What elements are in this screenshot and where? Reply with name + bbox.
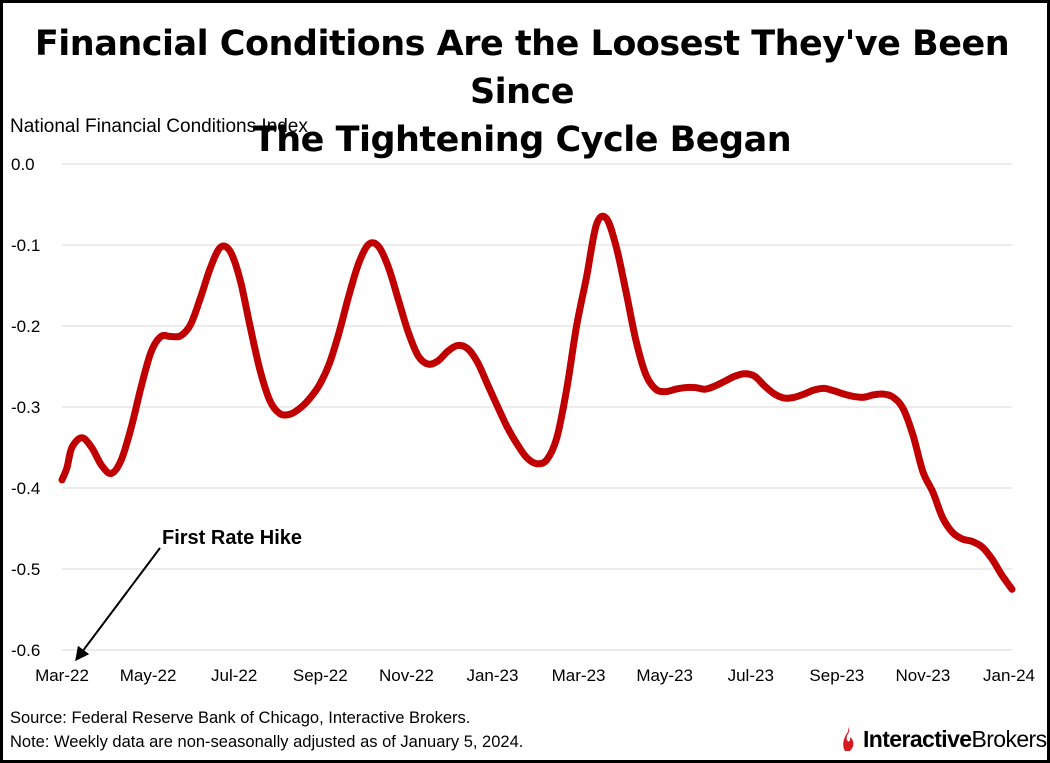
x-tick-label: Mar-22: [35, 666, 89, 685]
y-tick-labels: 0.0 -0.1 -0.2 -0.3 -0.4 -0.5 -0.6: [11, 155, 40, 660]
chart-title: Financial Conditions Are the Loosest The…: [0, 20, 1044, 164]
interactive-brokers-logo: Interactive Brokers: [842, 724, 1047, 754]
series-line-nfci: [58, 212, 1016, 593]
annotation-arrow: [75, 547, 161, 662]
x-tick-label: Mar-23: [552, 666, 606, 685]
y-tick-label: -0.2: [11, 317, 40, 336]
x-tick-label: May-23: [636, 666, 693, 685]
annotation-layer: First Rate Hike: [75, 527, 302, 662]
note-line: Note: Weekly data are non-seasonally adj…: [10, 733, 524, 751]
source-line: Source: Federal Reserve Bank of Chicago,…: [10, 709, 471, 727]
y-tick-label: -0.5: [11, 560, 40, 579]
x-tick-label: May-22: [120, 666, 177, 685]
x-tick-labels: Mar-22 May-22 Jul-22 Sep-22 Nov-22 Jan-23 Mar-…: [35, 666, 1035, 685]
y-tick-label: -0.1: [11, 236, 40, 255]
x-tick-label: Sep-23: [809, 666, 864, 685]
logo-text-brokers: Brokers: [971, 725, 1047, 752]
source-note: Source: Federal Reserve Bank of Chicago,…: [10, 706, 523, 754]
y-tick-label: -0.3: [11, 398, 40, 417]
x-tick-label: Jul-22: [211, 666, 257, 685]
y-tick-label: -0.6: [11, 641, 40, 660]
y-axis-label: National Financial Conditions Index: [10, 116, 308, 137]
annotation-first-rate-hike: First Rate Hike: [162, 527, 302, 549]
y-tick-label: -0.4: [11, 479, 40, 498]
title-line-2: The Tightening Cycle Began: [252, 120, 792, 160]
gridlines: [62, 163, 1012, 651]
x-tick-label: Jan-23: [466, 666, 518, 685]
x-tick-label: Sep-22: [293, 666, 348, 685]
x-tick-label: Jan-24: [983, 666, 1035, 685]
logo-text-interactive: Interactive: [863, 725, 972, 752]
x-tick-label: Nov-23: [896, 666, 951, 685]
title-line-1: Financial Conditions Are the Loosest The…: [34, 24, 1010, 112]
y-tick-label: 0.0: [11, 155, 35, 174]
x-tick-label: Jul-23: [728, 666, 774, 685]
series-layer: [58, 212, 1016, 593]
flame-logo-icon: [843, 727, 854, 751]
x-tick-label: Nov-22: [379, 666, 434, 685]
